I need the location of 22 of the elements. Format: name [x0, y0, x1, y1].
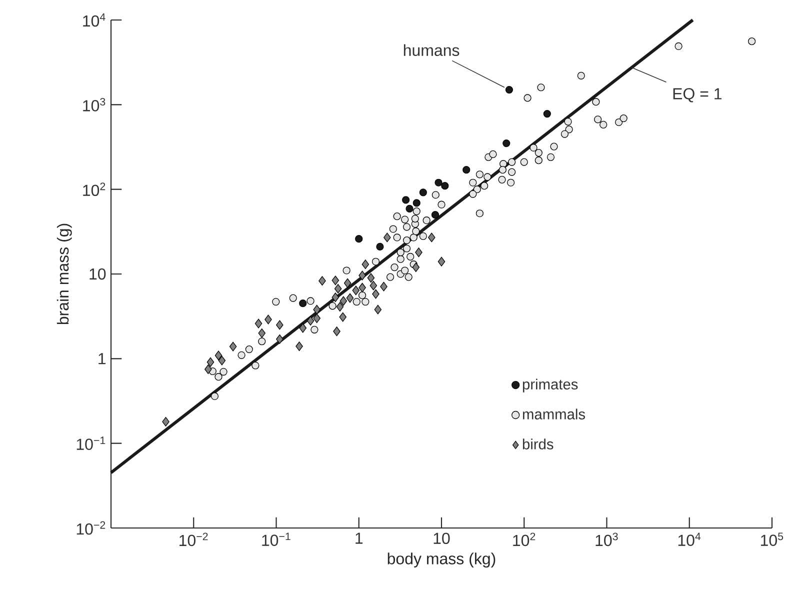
text: EQ = 1	[673, 88, 722, 102]
x-tick-label: 1	[356, 532, 363, 544]
annotation: humans	[404, 44, 460, 56]
y-tick-label: 1	[98, 353, 106, 364]
legend-label: birds	[522, 438, 554, 450]
y-tick-label: 10$^{2}$	[83, 182, 106, 196]
y-tick-label: 10$^{3}$	[83, 98, 106, 112]
x-tick-label: 10	[434, 532, 450, 544]
x-tick-label: 10$^{−2}$	[180, 532, 208, 546]
legend-label: mammals	[522, 408, 586, 420]
x-tick-label: 10$^{4}$	[678, 532, 701, 546]
x-tick-label: 10$^{3}$	[596, 532, 618, 546]
x-tick-label: 10$^{2}$	[513, 532, 536, 546]
legend-label: primates	[522, 378, 578, 392]
y-tick-label: 10$^{4}$	[83, 13, 106, 27]
y-tick-label: 10$^{−1}$	[76, 436, 106, 450]
x-tick-label: 10$^{5}$	[761, 532, 784, 546]
y-axis-title: brain mass (g)	[56, 224, 72, 324]
x-axis-title: body mass (kg)	[388, 552, 496, 568]
y-tick-label: 10$^{−2}$	[76, 521, 106, 535]
x-tick-label: 10$^{−1}$	[262, 532, 290, 546]
y-tick-label: 10	[90, 268, 106, 280]
